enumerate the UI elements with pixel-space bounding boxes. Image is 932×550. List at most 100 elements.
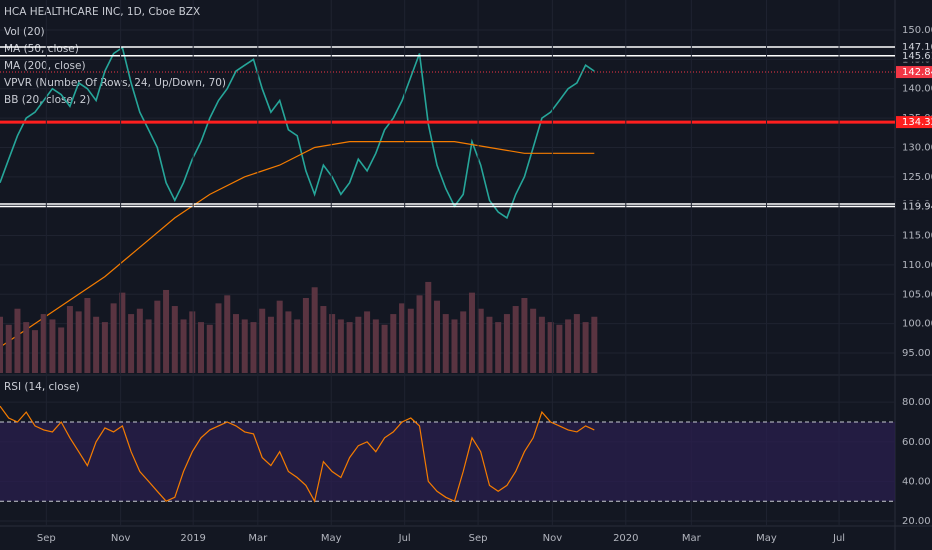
- volume-bar: [573, 314, 580, 373]
- volume-bar: [49, 319, 56, 373]
- volume-bar: [232, 314, 239, 373]
- volume-bar: [101, 322, 108, 373]
- volume-bar: [75, 311, 82, 373]
- volume-bar: [495, 322, 502, 373]
- x-tick-label: Nov: [543, 533, 563, 544]
- volume-bar: [58, 327, 65, 373]
- price-tag-label: 142.84: [902, 67, 932, 78]
- volume-bar: [372, 319, 379, 373]
- x-tick-label: May: [321, 533, 342, 544]
- x-tick-label: Sep: [469, 533, 488, 544]
- volume-bar: [521, 298, 528, 373]
- y-tick-label: 140.00: [902, 84, 932, 95]
- price-tag-label: 145.61: [902, 51, 932, 62]
- volume-bar: [364, 311, 371, 373]
- volume-bar: [355, 316, 362, 373]
- volume-bar: [241, 319, 248, 373]
- volume-bar: [407, 308, 414, 373]
- volume-bar: [136, 308, 143, 373]
- volume-bar: [250, 322, 257, 373]
- x-tick-label: May: [756, 533, 777, 544]
- volume-bar: [565, 319, 572, 373]
- y-tick-label: 80.00: [902, 397, 931, 408]
- x-tick-label: Sep: [37, 533, 56, 544]
- volume-bar: [434, 300, 441, 373]
- volume-bar: [206, 324, 213, 373]
- indicator-label: BB (20, close, 2): [4, 94, 90, 106]
- volume-bar: [110, 303, 117, 373]
- volume-bar: [259, 308, 266, 373]
- volume-bar: [276, 300, 283, 373]
- price-tag: [896, 116, 932, 129]
- volume-bar: [215, 303, 222, 373]
- x-tick-label: Nov: [111, 533, 131, 544]
- price-tag-label: 119.94: [902, 202, 932, 213]
- x-tick-label: 2019: [180, 533, 205, 544]
- volume-bar: [267, 316, 274, 373]
- y-tick-label: 60.00: [902, 437, 931, 448]
- volume-bar: [189, 311, 196, 373]
- indicator-label: MA (200, close): [4, 60, 86, 72]
- y-tick-label: 100.00: [902, 319, 932, 330]
- volume-bar: [0, 316, 3, 373]
- volume-bar: [224, 295, 231, 373]
- volume-bar: [512, 306, 519, 373]
- y-tick-label: 110.00: [902, 260, 932, 271]
- volume-bar: [381, 324, 388, 373]
- volume-bar: [530, 308, 537, 373]
- volume-bar: [320, 306, 327, 373]
- y-tick-label: 95.00: [902, 348, 931, 359]
- indicator-label: MA (50, close): [4, 43, 79, 55]
- volume-bar: [302, 298, 309, 373]
- volume-bar: [442, 314, 449, 373]
- price-line: [0, 46, 595, 220]
- y-tick-label: 40.00: [902, 476, 931, 487]
- volume-bar: [66, 306, 73, 373]
- volume-bar: [154, 300, 161, 373]
- indicator-label: VPVR (Number Of Rows, 24, Up/Down, 70): [4, 77, 226, 89]
- volume-bar: [93, 316, 100, 373]
- volume-bar: [285, 311, 292, 373]
- x-tick-label: 2020: [613, 533, 638, 544]
- volume-bar: [425, 281, 432, 373]
- volume-bar: [311, 287, 318, 373]
- volume-bar: [84, 298, 91, 373]
- price-tag: [896, 49, 932, 62]
- volume-bar: [163, 289, 170, 373]
- volume-bar: [171, 306, 178, 373]
- volume-bar: [294, 319, 301, 373]
- volume-bar: [180, 319, 187, 373]
- volume-bar: [591, 316, 598, 373]
- volume-bar: [145, 319, 152, 373]
- y-tick-label: 125.00: [902, 172, 932, 183]
- volume-bar: [346, 322, 353, 373]
- y-tick-label: 20.00: [902, 516, 931, 527]
- volume-bar: [547, 322, 554, 373]
- indicator-label: Vol (20): [4, 26, 45, 38]
- volume-bar: [198, 322, 205, 373]
- volume-bar: [416, 295, 423, 373]
- volume-bar: [119, 292, 126, 373]
- x-tick-label: Mar: [682, 533, 702, 544]
- y-tick-label: 105.00: [902, 289, 932, 300]
- price-tag: [896, 200, 932, 213]
- rsi-band: [0, 421, 895, 502]
- y-tick-label: 130.00: [902, 142, 932, 153]
- volume-bar: [31, 330, 38, 373]
- pane-title: HCA HEALTHCARE INC, 1D, Cboe BZX: [4, 6, 200, 18]
- ma-line: [0, 141, 595, 348]
- volume-bar: [538, 316, 545, 373]
- volume-bar: [128, 314, 135, 373]
- volume-bar: [23, 322, 30, 373]
- volume-bar: [5, 324, 12, 373]
- volume-bar: [337, 319, 344, 373]
- volume-bar: [582, 322, 589, 373]
- volume-bar: [503, 314, 510, 373]
- volume-bar: [477, 308, 484, 373]
- price-tag-label: 134.32: [902, 117, 932, 128]
- x-tick-label: Jul: [398, 533, 411, 544]
- volume-bar: [460, 311, 467, 373]
- volume-bar: [468, 292, 475, 373]
- x-tick-label: Jul: [832, 533, 845, 544]
- volume-bar: [451, 319, 458, 373]
